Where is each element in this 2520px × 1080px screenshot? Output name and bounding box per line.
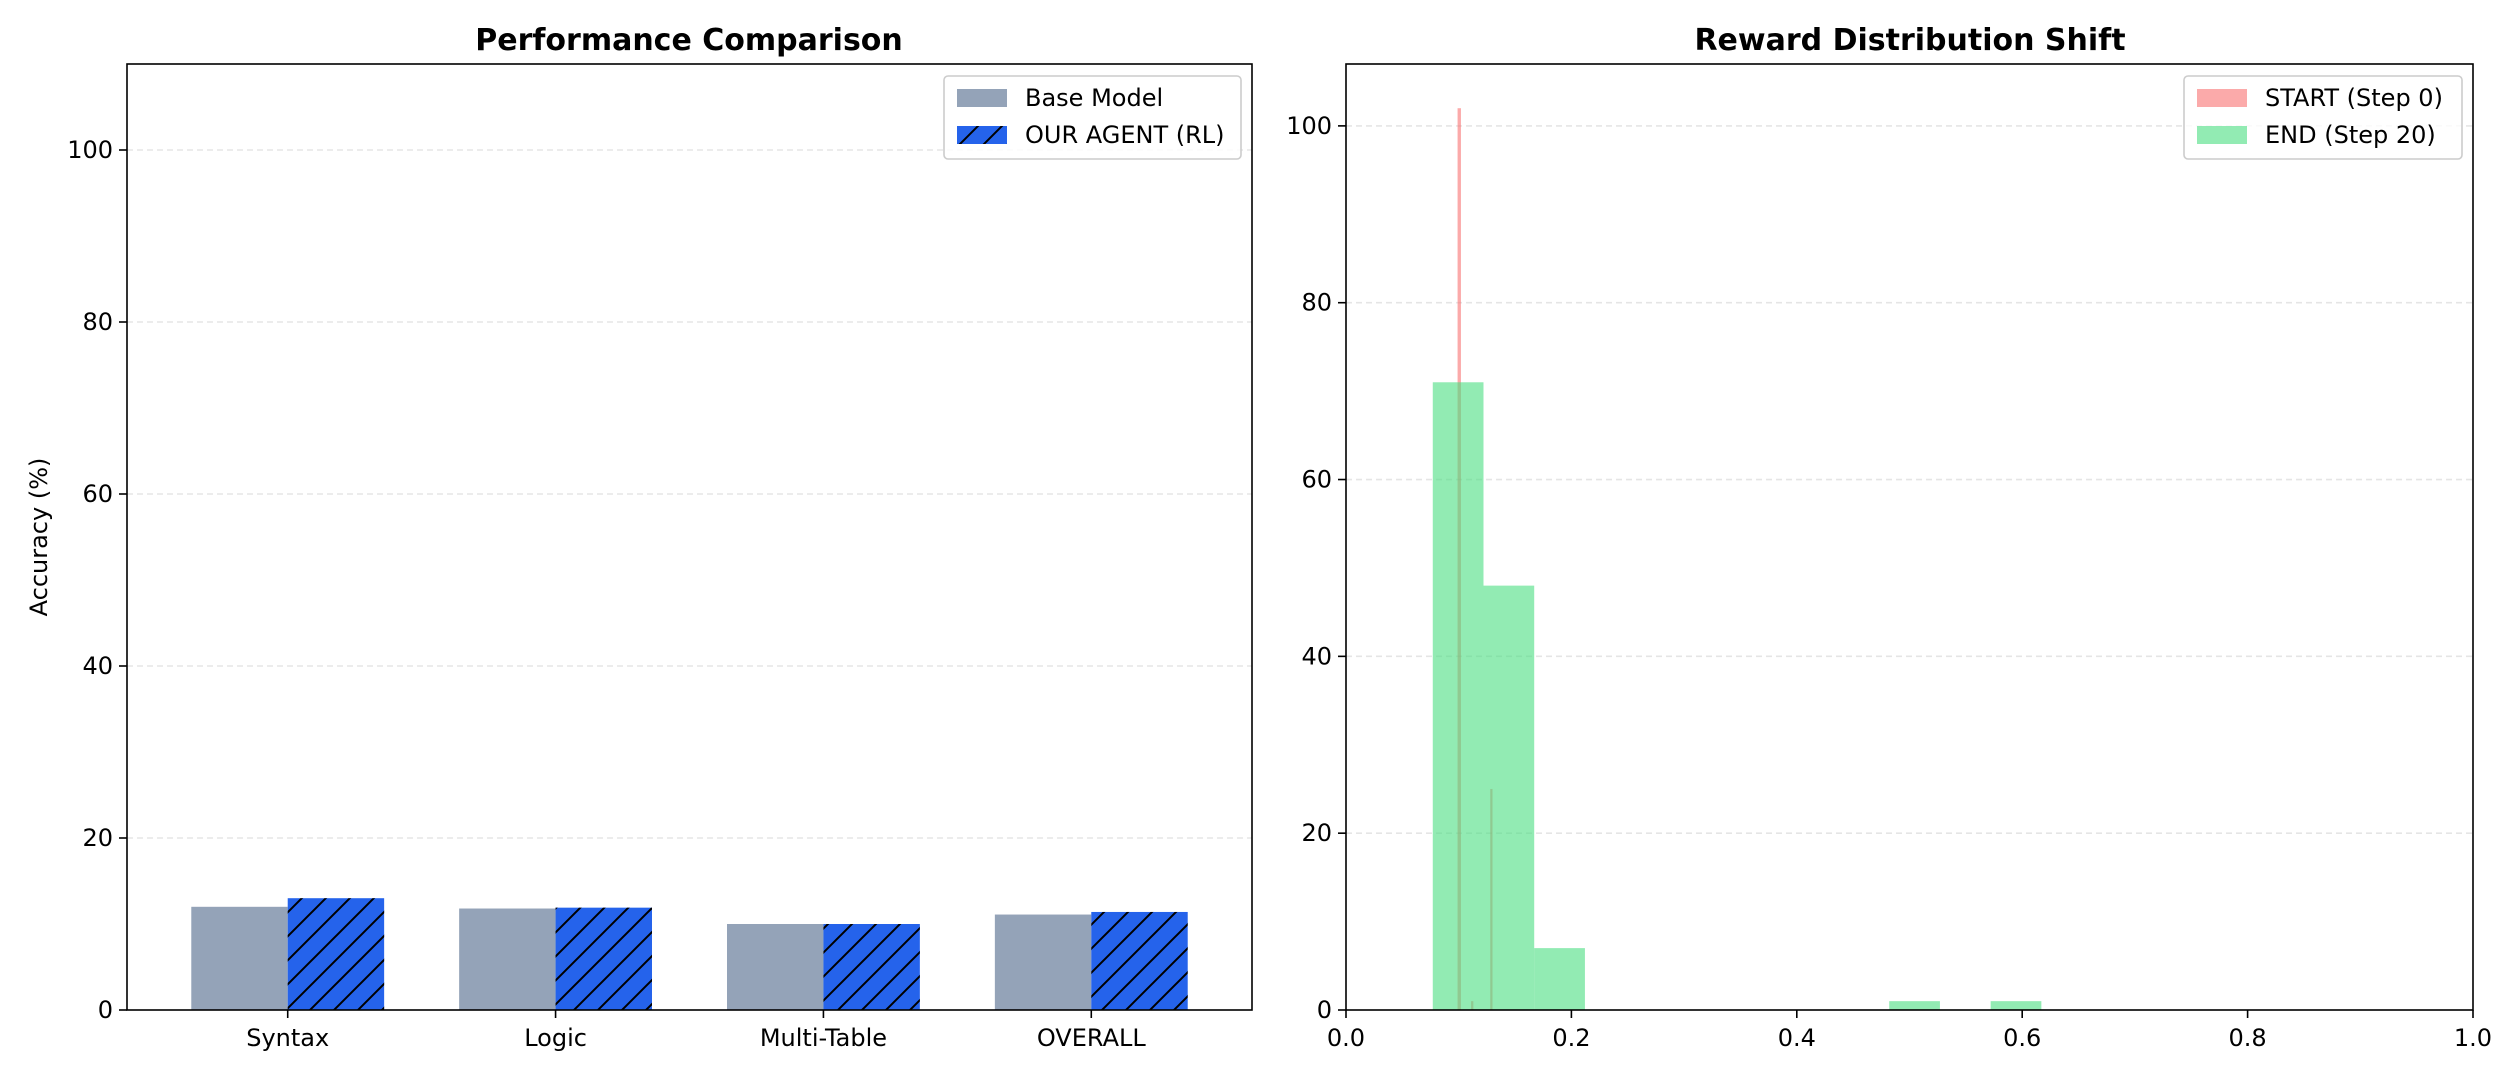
x-tick-label: 0.8 (2229, 1024, 2267, 1052)
bars (191, 898, 1188, 1010)
legend-swatch-end (2197, 126, 2247, 144)
tick-marks: 0 20 40 60 80 100 Syntax Logic Multi-Table OVERAL… (67, 136, 1146, 1052)
hist-bar-end-step-20 (1889, 1001, 1940, 1010)
legend-label-end: END (Step 20) (2265, 121, 2436, 149)
chart-title: Performance Comparison (475, 23, 903, 58)
grid-lines (1346, 125, 2473, 834)
y-tick-label: 80 (82, 308, 113, 336)
histogram-bars (1432, 108, 2042, 1010)
x-tick-label: 1.0 (2454, 1024, 2492, 1052)
y-tick-label: 40 (1301, 642, 1332, 670)
bar-base-model-multi-table (727, 924, 824, 1010)
tick-marks: 0 20 40 60 80 100 0.0 0.2 0.4 0.6 0.8 1.0 (1286, 112, 2492, 1052)
bar-base-model-logic (459, 908, 556, 1010)
y-tick-label: 0 (98, 996, 113, 1024)
y-tick-label: 60 (1301, 466, 1332, 494)
bar-base-model-syntax (191, 906, 288, 1010)
x-tick-label: 0.4 (1778, 1024, 1816, 1052)
x-tick-label: OVERALL (1037, 1024, 1147, 1052)
legend-label-base-model: Base Model (1025, 84, 1163, 112)
x-tick-label: Syntax (246, 1024, 329, 1052)
hist-bar-end-step-20 (1483, 585, 1535, 1010)
y-tick-label: 20 (1301, 819, 1332, 847)
x-tick-label: 0.2 (1552, 1024, 1590, 1052)
legend-box (2183, 75, 2463, 160)
reward-distribution-chart: Reward Distribution Shift 0 20 40 60 80 100 0.… (1286, 23, 2492, 1052)
legend-swatch-our-agent-hatch (957, 126, 1007, 144)
x-tick-label: Multi-Table (760, 1024, 887, 1052)
x-tick-label: 0.6 (2003, 1024, 2041, 1052)
x-tick-label: 0.0 (1327, 1024, 1365, 1052)
bar-base-model-overall (994, 914, 1092, 1010)
y-tick-label: 0 (1317, 996, 1332, 1024)
y-tick-label: 100 (67, 136, 113, 164)
legend-label-start: START (Step 0) (2265, 84, 2443, 112)
legend-swatch-start (2197, 89, 2247, 107)
y-axis-label: Accuracy (%) (25, 458, 53, 617)
y-tick-label: 80 (1301, 289, 1332, 317)
y-tick-label: 20 (82, 824, 113, 852)
chart-title: Reward Distribution Shift (1694, 23, 2125, 58)
legend-swatch-base-model (957, 89, 1007, 107)
legend-label-our-agent: OUR AGENT (RL) (1025, 121, 1225, 149)
grid-lines (127, 149, 1252, 839)
hist-bar-end-step-20 (1990, 1001, 2042, 1010)
legend: START (Step 0) END (Step 20) (2183, 75, 2463, 160)
legend: Base Model OUR AGENT (RL) (943, 75, 1242, 160)
bar-hatch-overall (1091, 911, 1188, 1010)
hist-bar-end-step-20 (1534, 948, 1585, 1010)
legend-box (943, 75, 1242, 160)
performance-comparison-chart: Performance Comparison 0 20 40 60 80 100 Synta… (25, 23, 1253, 1052)
plot-frame (1345, 63, 2474, 1011)
y-tick-label: 100 (1286, 112, 1332, 140)
x-tick-label: Logic (524, 1024, 587, 1052)
hist-bar-end-step-20 (1432, 382, 1484, 1010)
bar-hatch-syntax (287, 898, 385, 1010)
plot-frame (126, 63, 1253, 1011)
y-tick-label: 40 (82, 652, 113, 680)
bar-hatch-logic (555, 907, 652, 1010)
y-tick-label: 60 (82, 480, 113, 508)
bar-hatch-multi-table (823, 924, 920, 1010)
